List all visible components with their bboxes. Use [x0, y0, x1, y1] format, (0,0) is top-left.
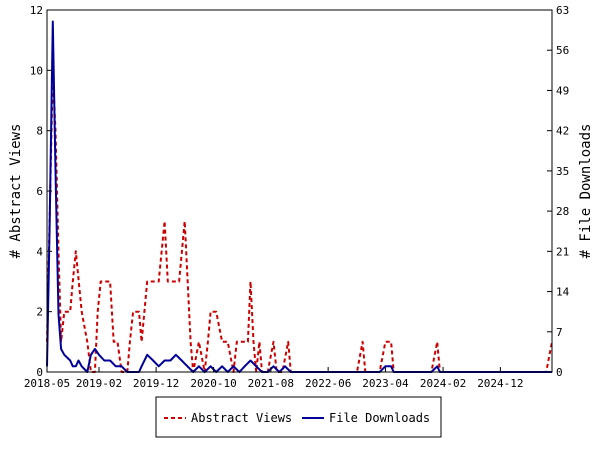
y-tick-label-right: 28: [556, 205, 569, 218]
y-tick-label-left: 0: [36, 366, 43, 379]
y-tick-label-right: 49: [556, 84, 569, 97]
y-axis-title-left: # Abstract Views: [8, 124, 24, 259]
y-tick-label-right: 21: [556, 245, 569, 258]
y-tick-label-right: 7: [556, 326, 563, 339]
legend-label-abstract-views: Abstract Views: [191, 411, 292, 425]
y-tick-label-right: 35: [556, 165, 569, 178]
x-tick-label: 2019-02: [76, 377, 122, 390]
y-tick-label-left: 4: [36, 245, 43, 258]
plot-frame: [46, 9, 553, 373]
x-tick-label: 2021-08: [248, 377, 294, 390]
x-tick-label: 2024-12: [477, 377, 523, 390]
plot-area: [47, 10, 552, 372]
legend-box: [155, 396, 442, 438]
legend-label-file-downloads: File Downloads: [329, 411, 430, 425]
y-tick-label-left: 10: [30, 64, 43, 77]
x-tick-label: 2022-06: [305, 377, 351, 390]
y-tick-label-right: 63: [556, 4, 569, 17]
x-tick-label: 2019-12: [133, 377, 179, 390]
y-tick-label-left: 12: [30, 4, 43, 17]
y-axis-title-right: # File Downloads: [578, 124, 594, 259]
y-tick-label-right: 56: [556, 44, 569, 57]
x-tick-label: 2024-02: [420, 377, 466, 390]
legend: Abstract Views File Downloads: [155, 396, 442, 438]
y-tick-label-right: 14: [556, 286, 570, 299]
y-tick-label-right: 0: [556, 366, 563, 379]
x-tick-label: 2020-10: [190, 377, 236, 390]
y-tick-label-right: 42: [556, 125, 569, 138]
y-tick-label-left: 2: [36, 306, 43, 319]
x-tick-label: 2018-05: [24, 377, 70, 390]
ticks-layer: 0 2 4 6 8 10 12 0 7 14 21 28 35 42 49 56 63 2018-05 2019-0…: [24, 4, 570, 390]
y-tick-label-left: 8: [36, 125, 43, 138]
x-tick-label: 2023-04: [362, 377, 409, 390]
y-tick-label-left: 6: [36, 185, 43, 198]
